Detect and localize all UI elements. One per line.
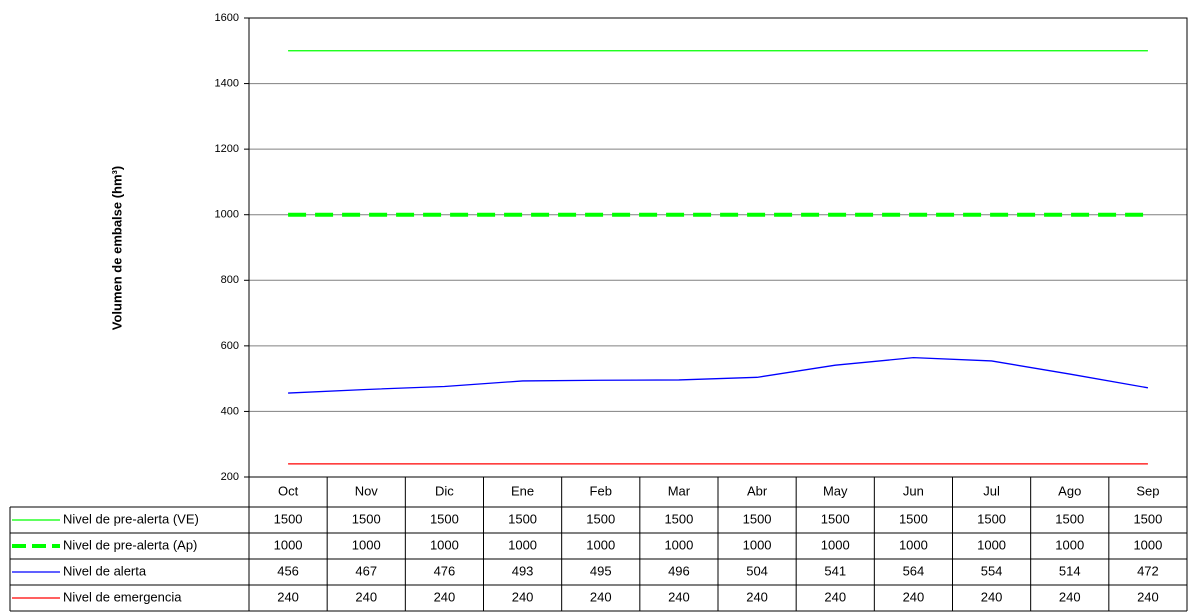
x-tick-label: Sep (1136, 483, 1159, 498)
table-value: 1000 (430, 537, 459, 552)
table-value: 1000 (1055, 537, 1084, 552)
table-value: 1000 (1133, 537, 1162, 552)
x-tick-label: Abr (747, 483, 768, 498)
plot-border (248, 17, 1188, 478)
table-value: 1500 (821, 511, 850, 526)
table-value: 1000 (821, 537, 850, 552)
table-value: 1000 (586, 537, 615, 552)
table-value: 1500 (1055, 511, 1084, 526)
table-value: 240 (1059, 589, 1081, 604)
x-tick-label: Jun (903, 483, 924, 498)
table-value: 541 (824, 563, 846, 578)
table-value: 1500 (274, 511, 303, 526)
table-value: 1000 (508, 537, 537, 552)
table-value: 240 (434, 589, 456, 604)
table-value: 1500 (508, 511, 537, 526)
table-value: 1500 (743, 511, 772, 526)
table-value: 1000 (899, 537, 928, 552)
table-value: 240 (1137, 589, 1159, 604)
table-value: 504 (746, 563, 768, 578)
table-value: 554 (981, 563, 1003, 578)
y-tick-label: 400 (221, 405, 239, 417)
legend-label: Nivel de alerta (63, 563, 147, 578)
table-value: 467 (355, 563, 377, 578)
x-tick-label: May (823, 483, 848, 498)
table-value: 1500 (430, 511, 459, 526)
table-value: 1000 (664, 537, 693, 552)
table-value: 495 (590, 563, 612, 578)
y-tick-label: 1200 (215, 143, 239, 155)
table-value: 240 (668, 589, 690, 604)
x-tick-label: Feb (590, 483, 612, 498)
table-value: 496 (668, 563, 690, 578)
table-value: 240 (512, 589, 534, 604)
table-value: 456 (277, 563, 299, 578)
y-tick-label: 1000 (215, 209, 239, 221)
legend-label: Nivel de emergencia (63, 589, 182, 604)
y-axis-title: Volumen de embalse (hm³) (109, 166, 124, 330)
y-tick-label: 1400 (215, 77, 239, 89)
table-value: 493 (512, 563, 534, 578)
y-tick-label: 800 (221, 274, 239, 286)
x-tick-label: Ago (1058, 483, 1081, 498)
y-tick-label: 1600 (215, 12, 239, 24)
table-value: 1000 (743, 537, 772, 552)
table-value: 1500 (1133, 511, 1162, 526)
x-tick-label: Dic (435, 483, 454, 498)
table-value: 1000 (352, 537, 381, 552)
x-tick-label: Mar (668, 483, 691, 498)
legend-label: Nivel de pre-alerta (VE) (63, 511, 199, 526)
table-value: 514 (1059, 563, 1081, 578)
table-value: 240 (824, 589, 846, 604)
table-value: 1500 (352, 511, 381, 526)
x-tick-label: Ene (511, 483, 534, 498)
x-tick-label: Nov (355, 483, 379, 498)
table-value: 240 (277, 589, 299, 604)
table-value: 240 (746, 589, 768, 604)
x-tick-label: Jul (983, 483, 1000, 498)
table-value: 1000 (274, 537, 303, 552)
x-tick-label: Oct (278, 483, 299, 498)
table-value: 240 (355, 589, 377, 604)
table-value: 240 (981, 589, 1003, 604)
table-value: 1000 (977, 537, 1006, 552)
y-tick-label: 200 (221, 471, 239, 483)
table-value: 240 (903, 589, 925, 604)
series-line (288, 357, 1149, 394)
table-value: 1500 (899, 511, 928, 526)
table-value: 1500 (977, 511, 1006, 526)
table-value: 564 (903, 563, 925, 578)
y-tick-label: 600 (221, 340, 239, 352)
table-value: 1500 (664, 511, 693, 526)
table-value: 472 (1137, 563, 1159, 578)
table-value: 476 (434, 563, 456, 578)
table-value: 1500 (586, 511, 615, 526)
table-value: 240 (590, 589, 612, 604)
legend-label: Nivel de pre-alerta (Ap) (63, 537, 197, 552)
